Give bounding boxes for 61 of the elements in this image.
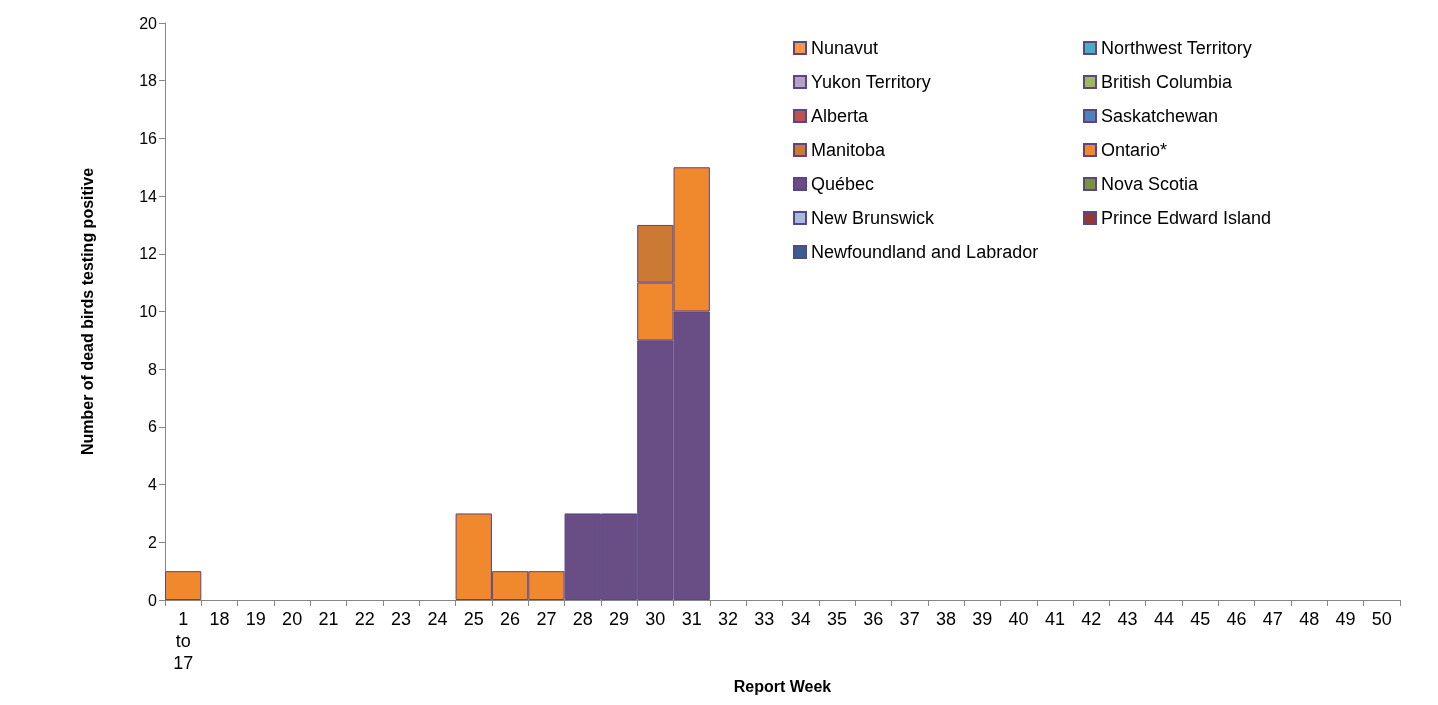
- x-tick-label: 44: [1153, 609, 1174, 629]
- x-tick-label: 30: [645, 609, 666, 629]
- y-tick-label: 12: [139, 245, 158, 263]
- x-tick-label: 32: [718, 609, 739, 629]
- x-tick-label: 35: [826, 609, 847, 629]
- y-tick-label: 14: [139, 187, 158, 205]
- y-tick-label: 18: [139, 72, 158, 90]
- x-tick-label: 39: [972, 609, 993, 629]
- legend-label: Prince Edward Island: [1101, 208, 1272, 228]
- legend-label: Nova Scotia: [1101, 174, 1200, 194]
- legend-label: Ontario*: [1101, 140, 1168, 160]
- x-tick-label: 50: [1371, 609, 1392, 629]
- x-tick-label: 47: [1262, 609, 1283, 629]
- x-tick-label: 22: [354, 609, 375, 629]
- x-tick-label: 21: [318, 609, 339, 629]
- x-tick-label: 28: [572, 609, 593, 629]
- x-tick-label: 19: [245, 609, 266, 629]
- legend-label: Northwest Territory: [1101, 38, 1252, 58]
- bar: [165, 571, 202, 600]
- legend-label: Newfoundland and Labrador: [811, 242, 1039, 262]
- x-tick-label: 48: [1299, 609, 1320, 629]
- x-tick-label: 34: [790, 609, 811, 629]
- x-tick-label: 20: [282, 609, 303, 629]
- x-tick-label: 38: [935, 609, 956, 629]
- legend-label: Saskatchewan: [1101, 106, 1219, 126]
- legend-label: Nunavut: [811, 38, 879, 58]
- x-tick-label: 24: [427, 609, 448, 629]
- x-tick-label: 49: [1335, 609, 1356, 629]
- x-tick-label: 1 to 17: [173, 609, 194, 673]
- y-tick-label: 2: [148, 533, 158, 551]
- x-tick-label: 29: [609, 609, 630, 629]
- legend-label: British Columbia: [1101, 72, 1234, 92]
- x-tick-label: 33: [754, 609, 775, 629]
- x-axis-title: Report Week: [733, 678, 832, 696]
- y-tick-label: 4: [148, 476, 158, 494]
- y-axis-title: Number of dead birds testing positive: [78, 167, 96, 456]
- x-tick-label: 25: [463, 609, 484, 629]
- legend-label: New Brunswick: [811, 208, 936, 228]
- x-tick-label: 36: [863, 609, 884, 629]
- x-tick-label: 43: [1117, 609, 1138, 629]
- y-tick-label: 20: [139, 14, 158, 32]
- x-tick-label: 18: [209, 609, 230, 629]
- x-tick-label: 26: [500, 609, 521, 629]
- y-tick-label: 6: [148, 418, 158, 436]
- x-tick-label: 37: [899, 609, 920, 629]
- x-tick-label: 42: [1081, 609, 1102, 629]
- x-tick-label: 27: [536, 609, 557, 629]
- x-tick-label: 23: [391, 609, 412, 629]
- x-tick-label: 45: [1190, 609, 1211, 629]
- x-tick-label: 41: [1044, 609, 1065, 629]
- x-tick-label: 46: [1226, 609, 1247, 629]
- legend-label: Yukon Territory: [811, 72, 931, 92]
- x-tick-label: 40: [1008, 609, 1029, 629]
- y-tick-label: 8: [148, 360, 158, 378]
- legend-label: Alberta: [811, 106, 870, 126]
- y-tick-label: 0: [148, 591, 158, 609]
- legend-label: Québec: [811, 174, 875, 194]
- legend-label: Manitoba: [811, 140, 887, 160]
- y-tick-label: 16: [139, 129, 158, 147]
- y-tick-label: 10: [139, 303, 158, 320]
- x-tick-label: 31: [681, 609, 702, 629]
